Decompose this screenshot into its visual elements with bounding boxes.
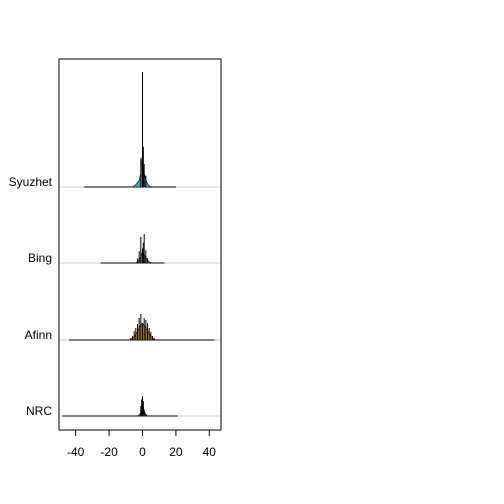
x-tick-label: -40 <box>67 445 85 459</box>
category-label-nrc: NRC <box>26 404 52 418</box>
plot-frame <box>58 58 222 431</box>
category-labels: Syuzhet Bing Afinn NRC <box>9 175 53 418</box>
ridges <box>62 72 215 417</box>
category-label-syuzhet: Syuzhet <box>9 175 53 189</box>
x-tick-label: 0 <box>139 445 146 459</box>
x-axis: -40 -20 0 20 40 <box>67 430 216 459</box>
x-tick-label: -20 <box>100 445 118 459</box>
x-tick-label: 40 <box>203 445 217 459</box>
category-label-bing: Bing <box>28 251 52 265</box>
category-label-afinn: Afinn <box>25 328 52 342</box>
x-tick-label: 20 <box>169 445 183 459</box>
